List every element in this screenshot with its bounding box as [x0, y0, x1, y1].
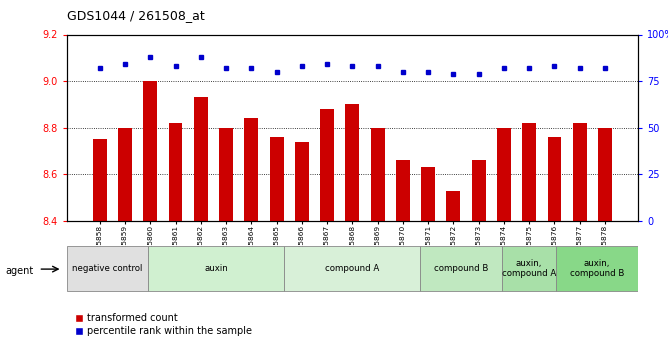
Bar [67, 246, 148, 290]
Text: agent: agent [5, 266, 33, 276]
Bar [556, 246, 638, 290]
Bar [320, 109, 334, 221]
Bar [144, 81, 157, 221]
Legend: transformed count, percentile rank within the sample: transformed count, percentile rank withi… [71, 309, 256, 340]
Bar [93, 139, 107, 221]
Text: compound A: compound A [325, 264, 379, 273]
Bar [285, 246, 420, 290]
Bar [497, 128, 511, 221]
Bar [573, 123, 587, 221]
Bar [295, 141, 309, 221]
Bar [194, 97, 208, 221]
Bar [118, 128, 132, 221]
Bar [420, 246, 502, 290]
Text: GDS1044 / 261508_at: GDS1044 / 261508_at [67, 9, 204, 22]
Bar [371, 128, 385, 221]
Text: negative control: negative control [72, 264, 143, 273]
Text: auxin: auxin [204, 264, 228, 273]
Bar [446, 190, 460, 221]
Bar [244, 118, 259, 221]
Text: compound B: compound B [434, 264, 488, 273]
Bar [148, 246, 285, 290]
Bar [219, 128, 233, 221]
Bar [396, 160, 410, 221]
Bar [548, 137, 561, 221]
Bar [598, 128, 612, 221]
Bar [522, 123, 536, 221]
Text: auxin,
compound B: auxin, compound B [570, 258, 625, 278]
Bar [502, 246, 556, 290]
Bar [472, 160, 486, 221]
Bar [270, 137, 283, 221]
Bar [168, 123, 182, 221]
Text: auxin,
compound A: auxin, compound A [502, 258, 556, 278]
Bar [422, 167, 435, 221]
Bar [345, 104, 359, 221]
